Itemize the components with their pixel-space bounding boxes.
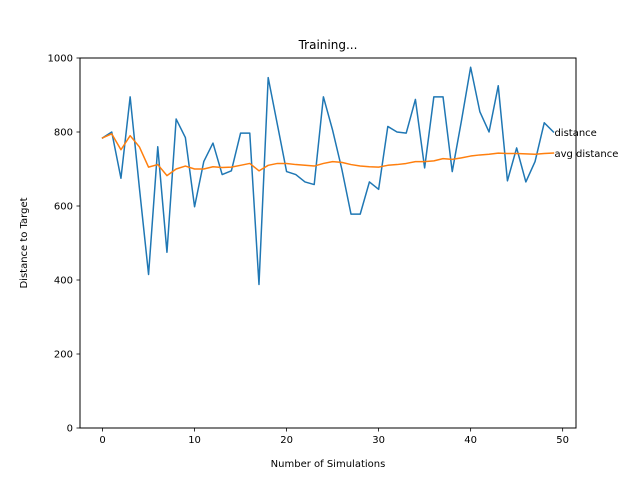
y-tick-label: 400 (54, 276, 73, 287)
y-tick-label: 0 (67, 424, 73, 435)
x-tick-label: 20 (280, 435, 293, 446)
y-tick-label: 200 (54, 350, 73, 361)
y-axis-label: Distance to Target (19, 197, 30, 288)
axes-frame (79, 57, 577, 429)
x-tick-label: 30 (372, 435, 385, 446)
chart-title: Training... (298, 38, 358, 52)
plot-area (101, 66, 555, 286)
x-tick-label: 40 (464, 435, 477, 446)
annotation-avg-distance: avg distance (554, 149, 618, 160)
annotations: distance avg distance (554, 128, 618, 160)
axis-ticks: 0 10 20 30 40 50 0 200 400 600 800 1000 (48, 54, 569, 447)
x-tick-label: 10 (188, 435, 201, 446)
series-line-distance (101, 66, 555, 286)
x-tick-label: 50 (556, 435, 569, 446)
y-tick-label: 1000 (48, 54, 73, 65)
y-tick-label: 800 (54, 128, 73, 139)
x-tick-label: 0 (99, 435, 105, 446)
annotation-distance: distance (554, 128, 596, 139)
y-tick-label: 600 (54, 202, 73, 213)
series-line-avg-distance (101, 133, 555, 177)
x-axis-label: Number of Simulations (271, 459, 386, 470)
